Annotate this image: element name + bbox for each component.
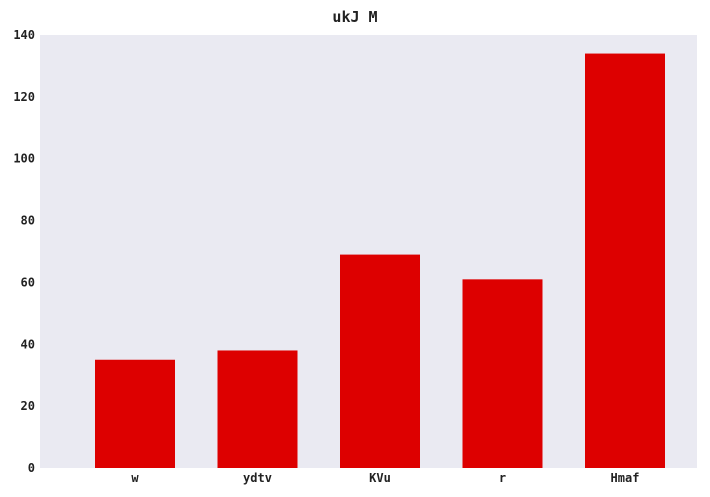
- x-axis: w ydtv KVu r Hmaf: [131, 471, 639, 485]
- bar-r: [462, 279, 543, 468]
- bar-series: [95, 53, 665, 469]
- chart-title: ukJ M: [332, 8, 378, 26]
- x-tick-label: r: [499, 471, 506, 485]
- bar-Hmaf: [585, 53, 665, 469]
- y-tick-label: 0: [28, 461, 35, 475]
- y-tick-label: 80: [21, 214, 35, 228]
- bar-w: [95, 359, 175, 468]
- y-tick-label: 100: [13, 152, 35, 166]
- y-axis: 0 20 40 60 80 100 120 140: [13, 28, 35, 475]
- x-tick-label: Hmaf: [611, 471, 640, 485]
- x-tick-label: KVu: [369, 471, 391, 485]
- y-tick-label: 40: [21, 337, 35, 351]
- y-tick-label: 20: [21, 399, 35, 413]
- y-tick-label: 140: [13, 28, 35, 42]
- x-tick-label: w: [131, 471, 139, 485]
- x-tick-label: ydtv: [243, 471, 272, 485]
- y-tick-label: 60: [21, 275, 35, 289]
- bar-KVu: [340, 254, 420, 468]
- y-tick-label: 120: [13, 90, 35, 104]
- bar-ydtv: [217, 350, 298, 468]
